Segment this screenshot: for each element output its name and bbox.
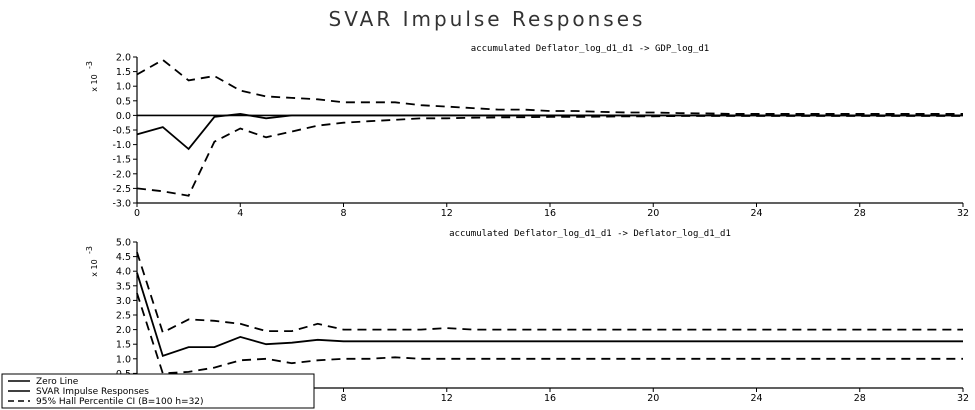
y-tick-label: 2.5: [116, 311, 131, 322]
y-tick-label: 4.0: [116, 267, 131, 278]
x-tick-label: 24: [750, 393, 762, 404]
x-tick-label: 32: [957, 208, 969, 219]
y-scale-base: x 10: [90, 259, 99, 276]
y-tick-label: 1.0: [116, 82, 131, 93]
y-tick-label: 1.5: [116, 340, 131, 351]
chart-title: SVAR Impulse Responses: [329, 7, 646, 31]
panel-title: accumulated Deflator_log_d1_d1 -> GDP_lo…: [471, 44, 709, 54]
y-tick-label: 2.0: [116, 53, 131, 64]
x-tick-label: 8: [340, 208, 346, 219]
y-tick-label: 3.5: [116, 281, 131, 292]
x-tick-label: 20: [647, 208, 659, 219]
y-tick-label: 3.0: [116, 296, 131, 307]
y-scale-label: x 10 -3: [85, 246, 99, 277]
x-tick-label: 16: [544, 393, 556, 404]
x-tick-label: 0: [134, 208, 140, 219]
x-tick-label: 32: [957, 393, 969, 404]
panel-title: accumulated Deflator_log_d1_d1 -> Deflat…: [449, 229, 731, 239]
x-tick-label: 12: [441, 393, 453, 404]
x-tick-label: 12: [441, 208, 453, 219]
y-scale-exponent: -3: [85, 246, 94, 254]
ci-band-line: [136, 58, 963, 115]
x-tick-label: 16: [544, 208, 556, 219]
y-tick-label: -2.5: [112, 184, 131, 195]
x-tick-label: 4: [237, 208, 243, 219]
panel-1: accumulated Deflator_log_d1_d1 -> GDP_lo…: [85, 44, 969, 219]
y-tick-label: -3.0: [112, 199, 131, 210]
ci-band-line: [136, 115, 963, 197]
x-tick-label: 24: [750, 208, 762, 219]
impulse-response-line: [136, 272, 963, 358]
y-tick-label: 1.5: [116, 67, 131, 78]
x-tick-label: 28: [854, 393, 866, 404]
x-tick-label: 20: [647, 393, 659, 404]
y-scale-exponent: -3: [85, 61, 94, 69]
y-tick-label: 0.0: [116, 111, 131, 122]
y-tick-label: -2.0: [112, 169, 131, 180]
y-tick-label: 1.0: [116, 354, 131, 365]
legend-label: 95% Hall Percentile CI (B=100 h=32): [36, 397, 204, 407]
legend-label: Zero Line: [36, 377, 79, 387]
x-tick-label: 28: [854, 208, 866, 219]
y-tick-label: -1.5: [112, 155, 131, 166]
y-tick-label: 5.0: [116, 238, 131, 249]
y-scale-label: x 10 -3: [85, 61, 99, 92]
legend-label: SVAR Impulse Responses: [36, 387, 149, 397]
ci-band-line: [136, 292, 963, 375]
y-tick-label: -1.0: [112, 140, 131, 151]
ci-band-line: [136, 251, 963, 334]
impulse-response-line: [136, 112, 963, 151]
y-tick-label: 2.0: [116, 325, 131, 336]
y-tick-label: 0.5: [116, 96, 131, 107]
y-tick-label: 4.5: [116, 252, 131, 263]
legend-box: [1, 373, 315, 409]
y-tick-label: -0.5: [112, 126, 131, 137]
x-tick-label: 8: [340, 393, 346, 404]
y-scale-base: x 10: [90, 74, 99, 91]
